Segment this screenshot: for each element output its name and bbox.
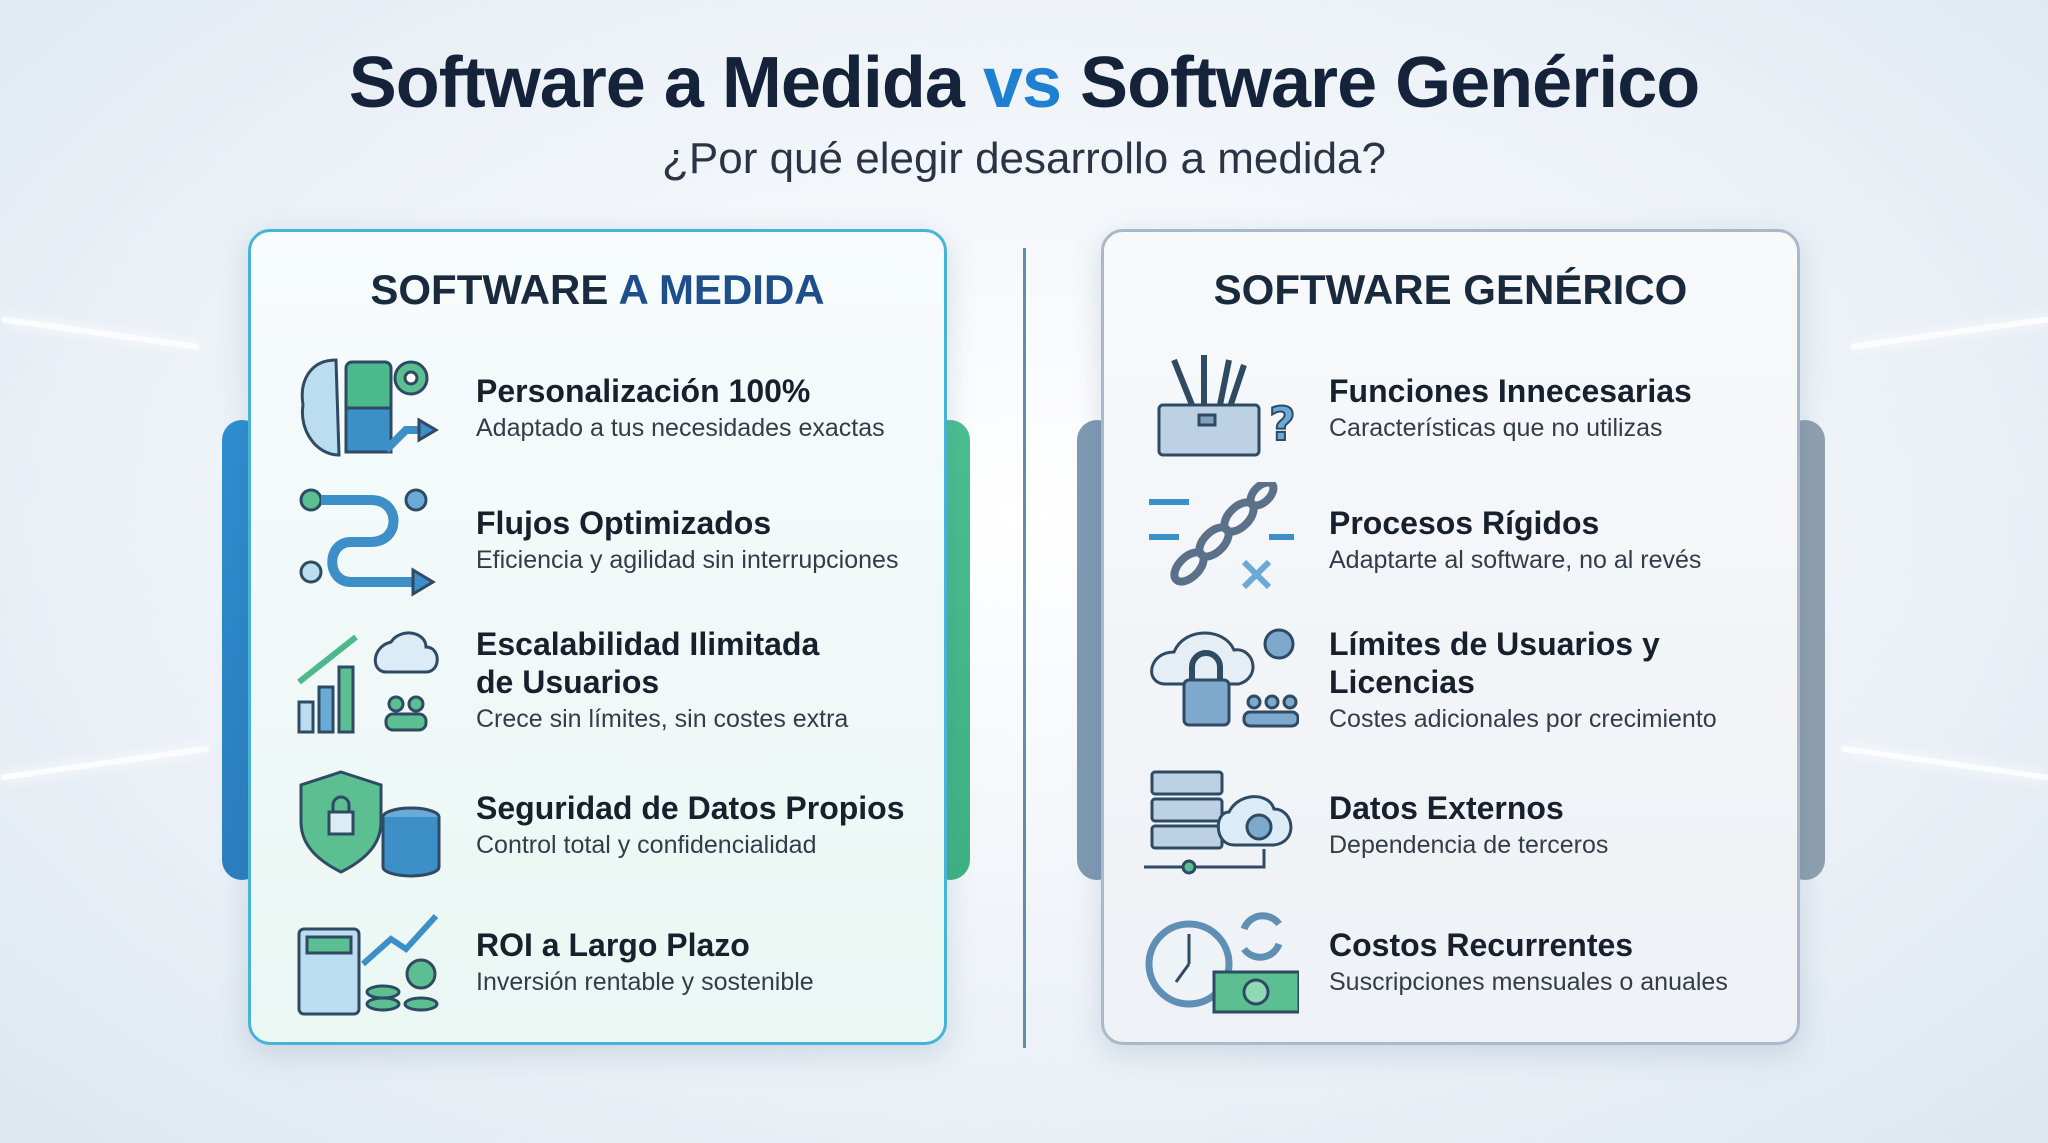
flow-arrows-icon [299,488,436,597]
item-desc: Eficiencia y agilidad sin interrupciones [476,546,899,574]
bg-light [1840,745,2048,781]
list-item: Flujos Optimizados Eficiencia y agilidad … [291,482,931,597]
list-item: Límites de Usuarios y Licencias Costes ad… [1144,622,1784,737]
list-item: Personalización 100% Adaptado a tus neces… [291,350,931,465]
item-title: ROI a Largo Plazo [476,927,750,963]
page-title: Software a Medida vs Software Genérico [348,43,1700,123]
item-desc: Adaptado a tus necesidades exactas [476,414,885,442]
card-heading: SOFTWARE GENÉRICO [1213,266,1688,313]
item-desc: Costes adicionales por crecimiento [1329,705,1717,733]
list-item: Datos Externos Dependencia de terceros [1144,767,1784,882]
toolbox-question-icon: ? [1157,355,1297,457]
clock-money-icon [1145,912,1299,1014]
list-item: Seguridad de Datos Propios Control total … [291,767,931,882]
broken-chain-icon [1149,482,1294,590]
shield-lock-database-icon [299,770,441,878]
bg-light [0,745,210,781]
item-title: Flujos Optimizados [476,505,772,541]
list-item: ? Funciones Innecesarias Características … [1144,350,1784,465]
page-subtitle: ¿Por qué elegir desarrollo a medida? [662,134,1386,183]
custom-software-card: SOFTWARE A MEDIDA Personalización 100% Ad… [248,229,947,1045]
item-desc: Control total y confidencialidad [476,831,817,859]
cloud-lock-users-icon [1150,628,1299,728]
item-title: Datos Externos [1329,790,1564,826]
calculator-coins-icon [297,913,439,1016]
list-item: Escalabilidad Ilimitada de Usuarios Crece… [291,622,931,737]
item-title: Funciones Innecesarias [1329,373,1692,409]
item-title: Costos Recurrentes [1329,927,1634,963]
list-item: Procesos Rígidos Adaptarte al software, n… [1144,482,1784,597]
card-heading: SOFTWARE A MEDIDA [370,266,825,313]
growth-chart-cloud-users-icon [297,631,439,734]
svg-text:?: ? [1269,397,1296,451]
item-title: Personalización 100% [476,373,811,409]
generic-software-card: SOFTWARE GENÉRICO ? Funciones Innecesari… [1101,229,1800,1045]
item-desc: Inversión rentable y sostenible [476,968,814,996]
list-item: Costos Recurrentes Suscripciones mensuale… [1144,904,1784,1019]
bg-light [1850,316,2048,350]
bg-light [0,316,200,350]
item-title: Procesos Rígidos [1329,505,1600,541]
item-title: Seguridad de Datos Propios [476,790,905,826]
item-desc: Suscripciones mensuales o anuales [1329,968,1728,996]
list-item: ROI a Largo Plazo Inversión rentable y so… [291,904,931,1019]
item-desc: Dependencia de terceros [1329,831,1609,859]
item-title: Límites de Usuarios y Licencias [1329,626,1660,700]
item-desc: Adaptarte al software, no al revés [1329,546,1702,574]
item-desc: Características que no utilizas [1329,414,1663,442]
divider [1023,248,1026,1048]
server-cloud-icon [1144,770,1293,875]
item-desc: Crece sin límites, sin costes extra [476,705,849,733]
item-title: Escalabilidad Ilimitada de Usuarios [476,626,820,700]
brain-puzzle-gear-icon [300,358,439,457]
